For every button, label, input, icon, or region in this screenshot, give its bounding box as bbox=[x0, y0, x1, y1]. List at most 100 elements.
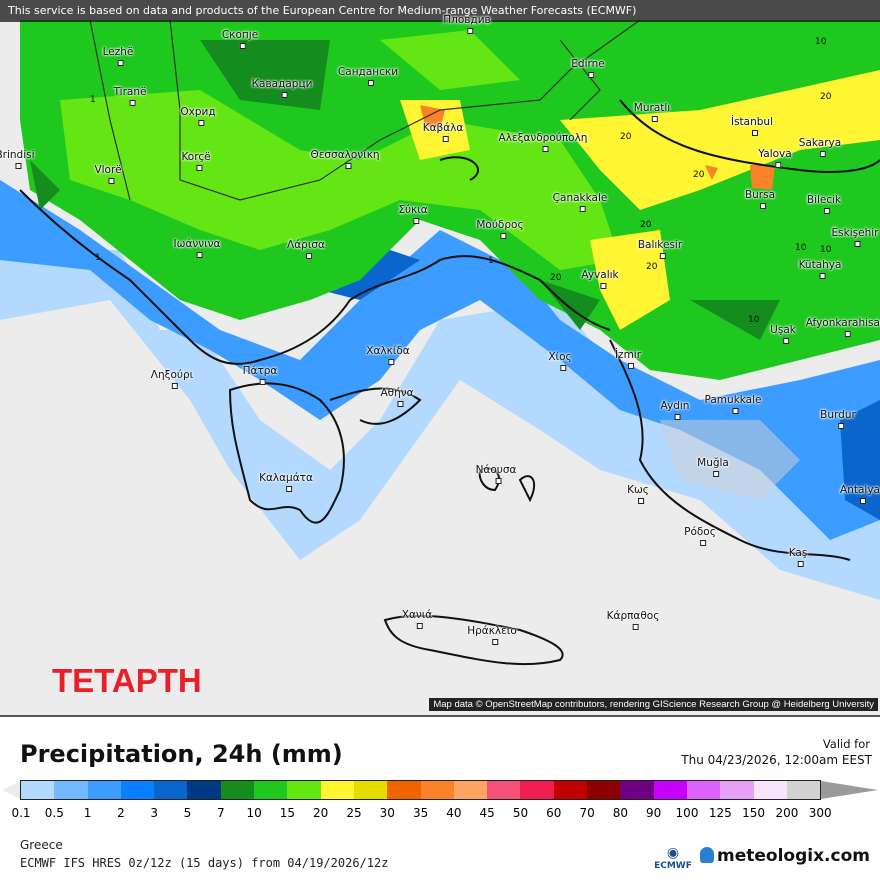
city-label: Korçë bbox=[181, 151, 211, 171]
valid-label: Valid for bbox=[822, 737, 870, 751]
city-label: Aydın bbox=[660, 400, 690, 420]
city-label: Αλεξανδρούπολη bbox=[498, 132, 588, 152]
city-label: Сандански bbox=[337, 66, 399, 86]
city-label: Bilecik bbox=[806, 194, 842, 214]
colorbar-tick-label: 3 bbox=[150, 806, 159, 820]
colorbar-swatch bbox=[520, 781, 554, 799]
meteologix-brand: meteologix.com bbox=[717, 846, 870, 866]
colorbar-swatch bbox=[553, 781, 588, 799]
colorbar-swatch bbox=[54, 781, 88, 799]
contour-label: 20 bbox=[550, 273, 562, 283]
city-label: Кавадарци bbox=[251, 78, 313, 98]
legend-title: Precipitation, 24h (mm) bbox=[20, 740, 343, 768]
city-label: Θεσσαλονίκη bbox=[310, 149, 380, 169]
colorbar-tick-label: 200 bbox=[775, 806, 799, 820]
city-label: Muğla bbox=[697, 457, 729, 477]
colorbar-swatch bbox=[387, 781, 421, 799]
contour-label: 10 bbox=[820, 245, 832, 255]
colorbar-swatch bbox=[154, 781, 188, 799]
city-label: Çanakkale bbox=[552, 192, 608, 212]
contour-label: 1 bbox=[488, 256, 494, 266]
colorbar-tick-label: 5 bbox=[183, 806, 192, 820]
colorbar-tick-label: 0.5 bbox=[44, 806, 64, 820]
colorbar-ticks: 0.1 0.5 1 2 3 5 7 10 15 20 25 30 35 40 45 50 60 70 80 90 100… bbox=[0, 806, 880, 822]
colorbar-tick-label: 45 bbox=[479, 806, 495, 820]
city-label: Brindisi bbox=[0, 149, 35, 169]
ecmwf-notice-banner: This service is based on data and produc… bbox=[0, 0, 880, 22]
colorbar-swatch bbox=[187, 781, 221, 799]
city-label: Kaş bbox=[788, 547, 808, 567]
colorbar-tick-label: 0.1 bbox=[11, 806, 31, 820]
contour-label: 10 bbox=[748, 315, 760, 325]
city-label: Καβάλα bbox=[422, 122, 464, 142]
city-label: Скопје bbox=[221, 29, 259, 49]
city-label: Λάρισα bbox=[287, 239, 325, 259]
city-label: Ρόδος bbox=[684, 526, 716, 546]
city-label: Σύκια bbox=[398, 204, 428, 224]
contour-label: 20 bbox=[640, 220, 652, 230]
ecmwf-logo[interactable]: ◉ ECMWF bbox=[654, 845, 692, 871]
coastlines bbox=[19, 99, 880, 666]
city-label: Eskişehir bbox=[831, 227, 879, 247]
precipitation-map[interactable]: This service is based on data and produc… bbox=[0, 0, 880, 717]
colorbar-over-arrow bbox=[821, 781, 878, 799]
city-label: Yalova bbox=[758, 148, 792, 168]
colorbar-tick-label: 7 bbox=[216, 806, 225, 820]
colorbar-tick-label: 25 bbox=[346, 806, 362, 820]
city-label: Ληξούρι bbox=[150, 369, 194, 389]
city-label: Ιωάννινα bbox=[173, 238, 221, 258]
city-label: Antalya bbox=[840, 484, 880, 504]
colorbar-swatch bbox=[453, 781, 488, 799]
colorbar-tick-label: 1 bbox=[83, 806, 92, 820]
city-label: Μούδρος bbox=[476, 219, 524, 239]
colorbar-swatch bbox=[287, 781, 321, 799]
colorbar-tick-label: 70 bbox=[579, 806, 595, 820]
colorbar-tick-label: 125 bbox=[708, 806, 732, 820]
city-label: Bursa bbox=[744, 189, 776, 209]
city-label: Καλαμάτα bbox=[259, 472, 313, 492]
city-label: İstanbul bbox=[730, 116, 774, 136]
map-attribution[interactable]: Map data © OpenStreetMap contributors, r… bbox=[429, 698, 878, 711]
contour-label: 1 bbox=[95, 253, 101, 263]
city-label: Vlorë bbox=[94, 164, 122, 184]
contour-label: 10 bbox=[815, 37, 827, 47]
colorbar-tick-label: 20 bbox=[313, 806, 329, 820]
city-label: Охрид bbox=[180, 106, 216, 126]
colorbar-tick-label: 80 bbox=[612, 806, 629, 820]
city-label: Kütahya bbox=[798, 259, 842, 279]
city-label: Νάουσα bbox=[475, 464, 517, 484]
city-label: Lezhë bbox=[102, 46, 134, 66]
colorbar-swatch bbox=[620, 781, 654, 799]
region-label: Greece bbox=[20, 838, 63, 852]
city-label: Muratlı bbox=[633, 102, 671, 122]
city-label: Tiranë bbox=[113, 86, 147, 106]
colorbar-swatch bbox=[753, 781, 787, 799]
city-label: Afyonkarahisar bbox=[806, 317, 880, 337]
precip-area-yellow bbox=[400, 70, 880, 330]
city-label: Sakarya bbox=[798, 137, 842, 157]
colorbar-tick-label: 30 bbox=[379, 806, 395, 820]
colorbar-tick-label: 60 bbox=[546, 806, 562, 820]
colorbar-tick-label: 50 bbox=[512, 806, 529, 820]
contour-label: 10 bbox=[795, 243, 807, 253]
colorbar-tick-label: 2 bbox=[117, 806, 125, 820]
city-label: Edirne bbox=[571, 58, 605, 78]
meteologix-logo[interactable]: meteologix.com bbox=[700, 846, 870, 866]
colorbar-tick-label: 90 bbox=[646, 806, 662, 820]
city-label: Αθήνα bbox=[380, 387, 414, 407]
contour-label: 20 bbox=[820, 92, 832, 102]
city-label: Ηράκλειο bbox=[467, 625, 517, 645]
colorbar-tick-label: 150 bbox=[742, 806, 766, 820]
city-label: İzmir bbox=[614, 349, 642, 369]
colorbar-swatch bbox=[653, 781, 687, 799]
colorbar-swatch bbox=[320, 781, 354, 799]
colorbar-swatch bbox=[686, 781, 721, 799]
day-label: ΤΕΤΑΡΤΗ bbox=[52, 662, 202, 699]
colorbar-tick-label: 10 bbox=[246, 806, 262, 820]
colorbar-swatch bbox=[87, 781, 121, 799]
city-label: Burdur bbox=[820, 409, 856, 429]
meteologix-drop-icon bbox=[700, 847, 714, 863]
city-label: Balıkesir bbox=[637, 239, 683, 259]
precip-area-gray-east bbox=[660, 420, 800, 500]
colorbar bbox=[20, 780, 822, 800]
